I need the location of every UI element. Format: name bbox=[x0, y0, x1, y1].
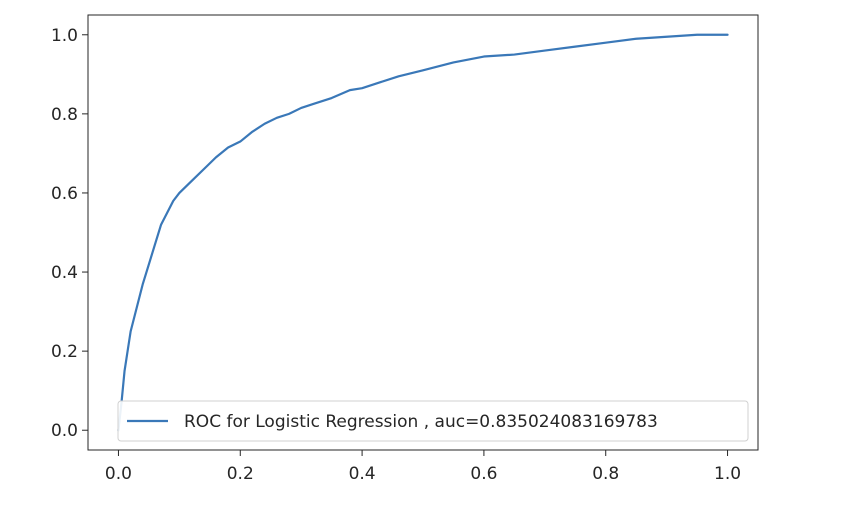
y-tick-label: 0.6 bbox=[51, 184, 78, 204]
y-axis: 0.0 0.2 0.4 0.6 0.8 1.0 bbox=[51, 26, 88, 441]
y-tick-label: 1.0 bbox=[51, 26, 78, 46]
x-tick-label: 0.6 bbox=[470, 464, 497, 484]
plot-frame bbox=[87, 14, 759, 451]
y-tick-label: 0.8 bbox=[51, 105, 78, 125]
y-tick-label: 0.4 bbox=[51, 263, 78, 283]
x-tick-label: 0.0 bbox=[105, 464, 132, 484]
x-tick-label: 1.0 bbox=[714, 464, 741, 484]
x-tick-label: 0.2 bbox=[227, 464, 254, 484]
plot-area bbox=[88, 15, 758, 450]
x-tick-label: 0.8 bbox=[592, 464, 619, 484]
legend-label: ROC for Logistic Regression , auc=0.8350… bbox=[184, 412, 658, 432]
x-tick-label: 0.4 bbox=[349, 464, 376, 484]
roc-curve-line bbox=[117, 33, 729, 432]
x-axis: 0.0 0.2 0.4 0.6 0.8 1.0 bbox=[105, 450, 741, 484]
legend: ROC for Logistic Regression , auc=0.8350… bbox=[117, 400, 749, 442]
y-tick-label: 0.2 bbox=[51, 342, 78, 362]
y-tick-label: 0.0 bbox=[51, 421, 78, 441]
legend-box bbox=[117, 400, 749, 442]
